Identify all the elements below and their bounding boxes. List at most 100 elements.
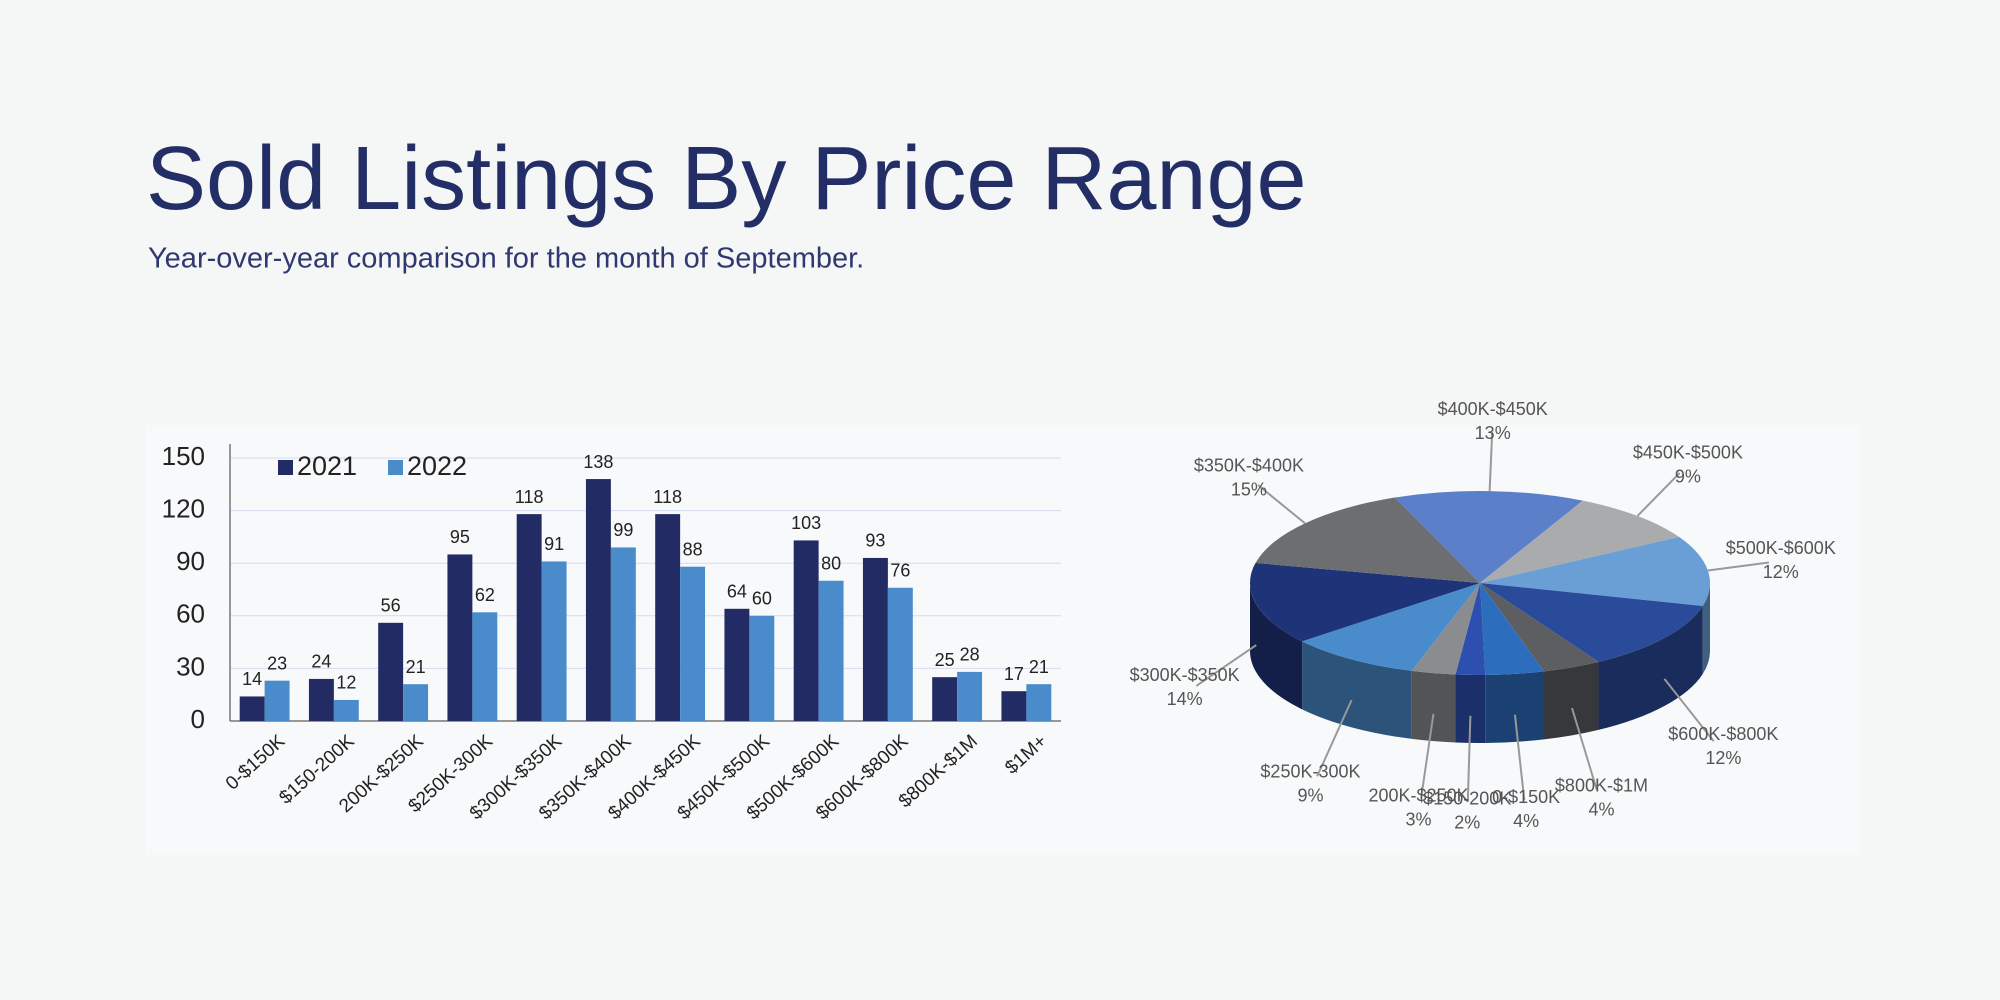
- pie-value-label: 9%: [1297, 785, 1323, 805]
- value-label: 17: [1004, 664, 1024, 684]
- bar: [472, 612, 498, 721]
- bar: [378, 622, 404, 721]
- value-label: 28: [960, 645, 980, 665]
- pie-label: $600K-$800K: [1668, 724, 1778, 744]
- leader-line: [1195, 644, 1257, 687]
- leader-line: [1571, 707, 1598, 790]
- value-label: 95: [450, 527, 470, 547]
- y-tick-label: 90: [176, 546, 205, 576]
- pie-label: $500K-$600K: [1726, 538, 1836, 558]
- bar: [957, 671, 983, 721]
- y-tick-label: 120: [162, 493, 205, 523]
- bar: [541, 561, 567, 721]
- bar: [680, 566, 706, 721]
- pie-value-label: 9%: [1675, 466, 1701, 486]
- pie-value-label: 14%: [1167, 689, 1203, 709]
- legend-label: 2022: [407, 451, 467, 481]
- value-label: 21: [1029, 657, 1049, 677]
- value-label: 14: [242, 669, 262, 689]
- value-label: 25: [935, 650, 955, 670]
- bar: [585, 479, 611, 721]
- y-tick-label: 0: [191, 704, 205, 734]
- pie-slice: [1480, 500, 1680, 583]
- y-tick-label: 150: [162, 441, 205, 471]
- bar: [1001, 691, 1027, 721]
- leader-line: [1663, 678, 1715, 742]
- pie-label: $400K-$450K: [1438, 399, 1548, 419]
- pie-slice: [1394, 490, 1583, 583]
- pie-slice: [1411, 583, 1480, 675]
- value-label: 56: [381, 596, 401, 616]
- pie-label: $350K-$400K: [1194, 455, 1304, 475]
- bar: [239, 696, 265, 721]
- bar: [887, 587, 913, 721]
- pie-slice-side: [1598, 605, 1703, 730]
- value-label: 23: [267, 653, 287, 673]
- value-label: 24: [311, 652, 331, 672]
- pie-label: $450K-$500K: [1633, 442, 1743, 462]
- y-tick-label: 30: [176, 651, 205, 681]
- pie-value-label: 13%: [1475, 423, 1511, 443]
- pie-value-label: 4%: [1513, 811, 1539, 831]
- leader-line: [1420, 713, 1435, 800]
- pie-label: 200K-$250K: [1369, 785, 1469, 805]
- leader-line: [1513, 714, 1526, 801]
- pie-value-label: 12%: [1705, 748, 1741, 768]
- pie-slice-side: [1702, 583, 1710, 674]
- value-label: 138: [583, 452, 613, 472]
- pie-slice-side: [1302, 641, 1412, 739]
- pie-label: $300K-$350K: [1130, 665, 1240, 685]
- value-label: 91: [544, 534, 564, 554]
- pie-value-label: 15%: [1231, 479, 1267, 499]
- pie-label: 0-$150K: [1492, 787, 1560, 807]
- leader-line: [1707, 561, 1770, 572]
- leader-line: [1466, 715, 1472, 802]
- bar: [447, 554, 473, 721]
- bar: [862, 557, 888, 721]
- pie-slice: [1255, 497, 1480, 583]
- pie-slice-side: [1485, 671, 1545, 743]
- pie-slice-side: [1411, 670, 1456, 743]
- leader-line: [1257, 484, 1306, 525]
- pie-label: $250K-300K: [1260, 761, 1360, 781]
- pie-label: $800K-$1M: [1555, 775, 1648, 795]
- value-label: 103: [791, 513, 821, 533]
- value-label: 118: [515, 487, 544, 507]
- bar: [264, 680, 290, 721]
- pie-slice: [1480, 583, 1703, 662]
- bar: [1026, 684, 1052, 721]
- bar: [610, 547, 636, 721]
- bar: [516, 514, 542, 721]
- value-label: 12: [336, 673, 356, 693]
- value-label: 62: [475, 585, 495, 605]
- subtitle: Year-over-year comparison for the month …: [148, 243, 864, 275]
- bar: [724, 608, 750, 721]
- value-label: 64: [727, 582, 747, 602]
- legend-swatch: [388, 460, 403, 475]
- value-label: 21: [406, 657, 426, 677]
- bar: [749, 615, 775, 721]
- bar: [308, 678, 334, 721]
- pie-slice-side: [1544, 661, 1599, 740]
- leader-line: [1316, 699, 1353, 777]
- y-tick-label: 60: [176, 599, 205, 629]
- value-label: 99: [613, 520, 633, 540]
- legend-swatch: [278, 460, 293, 475]
- value-label: 88: [683, 539, 703, 559]
- pie-slice: [1480, 583, 1545, 675]
- bar: [403, 684, 429, 721]
- legend-label: 2021: [297, 451, 357, 481]
- pie-value-label: 4%: [1588, 799, 1614, 819]
- pie-slice-side: [1250, 583, 1303, 710]
- pie-label: $150-200K: [1423, 789, 1511, 809]
- pie-slice: [1302, 583, 1480, 671]
- leader-line: [1488, 432, 1494, 492]
- pie-slice: [1480, 583, 1599, 672]
- bar: [333, 699, 359, 721]
- pie-slice: [1250, 562, 1480, 642]
- value-label: 93: [865, 531, 885, 551]
- title: Sold Listings By Price Range: [146, 129, 1307, 229]
- value-label: 80: [821, 553, 841, 573]
- value-label: 60: [752, 589, 772, 609]
